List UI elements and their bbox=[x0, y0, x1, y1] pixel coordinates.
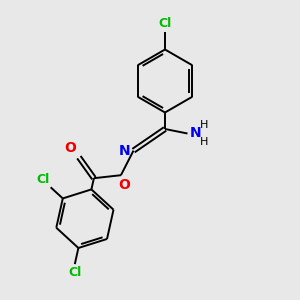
Text: N: N bbox=[190, 126, 202, 140]
Text: Cl: Cl bbox=[36, 173, 49, 186]
Text: Cl: Cl bbox=[158, 17, 172, 30]
Text: Cl: Cl bbox=[68, 266, 81, 280]
Text: H: H bbox=[200, 137, 208, 147]
Text: O: O bbox=[64, 141, 76, 155]
Text: H: H bbox=[200, 120, 208, 130]
Text: O: O bbox=[118, 178, 130, 192]
Text: N: N bbox=[118, 144, 130, 158]
